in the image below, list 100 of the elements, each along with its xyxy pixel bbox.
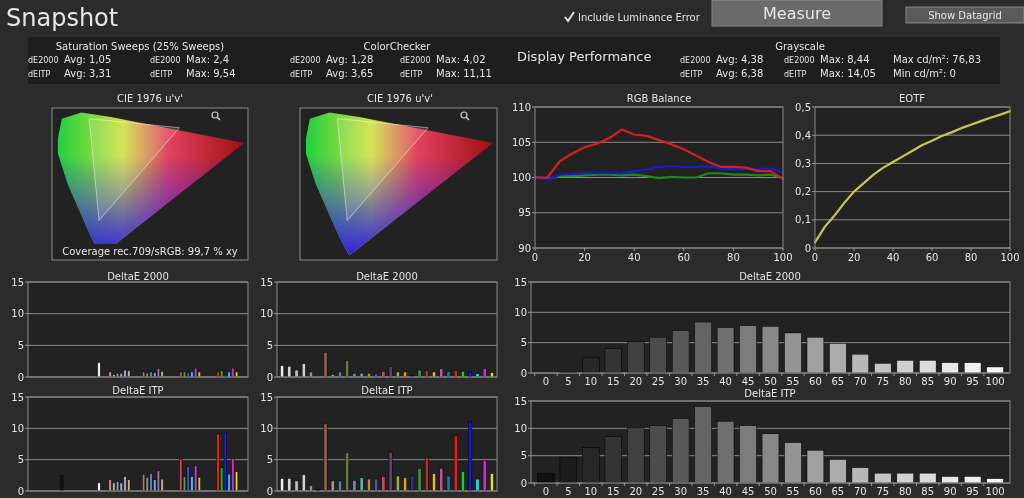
text: dEITP: [290, 70, 313, 79]
x-tick-label: 40: [627, 252, 641, 263]
y-tick-label: 5: [520, 337, 527, 349]
x-tick-label: 65: [831, 376, 845, 387]
x-tick-label: 15: [606, 486, 620, 497]
y-tick-label: 5: [17, 454, 24, 466]
x-tick-label: 100: [985, 376, 1005, 387]
x-tick-label: 20: [847, 252, 861, 263]
x-tick-label: 20: [629, 376, 643, 387]
x-tick-label: 90: [943, 376, 957, 387]
y-tick-label: 15: [260, 391, 273, 403]
text: Show Datagrid: [928, 10, 1002, 21]
text: Display Performance: [517, 49, 652, 64]
x-tick-label: 20: [578, 252, 591, 263]
text: Avg: 3,31: [64, 68, 112, 79]
x-tick-label: 80: [964, 252, 978, 263]
y-tick-label: 0,4: [795, 129, 811, 141]
y-tick-label: 0,2: [795, 186, 811, 198]
x-tick-label: 35: [696, 486, 710, 497]
x-tick-label: 5: [565, 486, 572, 497]
x-tick-label: 40: [719, 486, 732, 497]
x-tick-label: 25: [651, 376, 665, 387]
x-tick-label: 85: [921, 486, 935, 497]
x-tick-label: 10: [584, 376, 598, 387]
text: Grayscale: [775, 41, 825, 52]
text: Max: 9,54: [186, 68, 236, 79]
y-tick-label: 0: [520, 367, 527, 379]
chart-title: DeltaE 2000: [356, 271, 418, 282]
chart-title: RGB Balance: [626, 93, 692, 104]
text: Max cd/m²: 76,83: [893, 54, 981, 65]
text: dE2000: [150, 56, 181, 65]
x-tick-label: 100: [1000, 252, 1020, 263]
y-tick-label: 15: [514, 395, 527, 407]
y-tick-label: 5: [520, 450, 527, 462]
x-tick-label: 10: [584, 486, 598, 497]
x-tick-label: 0: [542, 376, 550, 387]
x-tick-label: 80: [727, 252, 740, 263]
x-tick-label: 0: [542, 486, 550, 497]
text: Saturation Sweeps (25% Sweeps): [55, 41, 225, 52]
chart-title: DeltaE 2000: [739, 271, 801, 282]
x-tick-label: 60: [809, 486, 822, 497]
chart-title: DeltaE ITP: [112, 385, 164, 396]
text: dE2000: [400, 56, 431, 65]
x-tick-label: 100: [773, 252, 793, 263]
x-tick-label: 85: [921, 376, 935, 387]
y-tick-label: 5: [17, 339, 24, 351]
y-tick-label: 10: [11, 308, 24, 320]
y-tick-label: 0,1: [795, 214, 811, 226]
text: Avg: 1,28: [326, 54, 374, 65]
x-tick-label: 40: [719, 376, 732, 387]
text: dE2000: [28, 56, 59, 65]
text: dE2000: [784, 56, 815, 65]
y-tick-label: 95: [518, 207, 531, 219]
x-tick-label: 20: [629, 486, 643, 497]
x-tick-label: 45: [741, 376, 755, 387]
chart-title: DeltaE ITP: [361, 385, 413, 396]
y-tick-label: 10: [514, 306, 527, 318]
text: dE2000: [680, 56, 711, 65]
y-tick-label: 0: [520, 477, 527, 489]
x-tick-label: 60: [677, 252, 691, 263]
y-tick-label: 10: [11, 422, 24, 434]
x-tick-label: 95: [966, 376, 979, 387]
x-tick-label: 60: [925, 252, 939, 263]
text: Avg: 1,05: [64, 54, 112, 65]
y-tick-label: 15: [514, 276, 527, 288]
x-tick-label: 90: [943, 486, 957, 497]
text: Avg: 6,38: [716, 68, 764, 79]
text: Coverage rec.709/sRGB: 99,7 % xy: [62, 246, 238, 257]
y-tick-label: 100: [511, 172, 531, 183]
chart-title: EOTF: [898, 93, 926, 104]
y-tick-label: 0,5: [795, 101, 811, 113]
chart-title: DeltaE 2000: [107, 271, 169, 282]
x-tick-label: 80: [898, 486, 912, 497]
x-tick-label: 30: [674, 376, 688, 387]
x-tick-label: 50: [764, 376, 777, 387]
x-tick-label: 45: [741, 486, 755, 497]
text: Max: 4,02: [436, 54, 486, 65]
x-tick-label: 30: [674, 486, 688, 497]
text: Avg: 3,65: [326, 68, 374, 79]
x-tick-label: 55: [786, 486, 800, 497]
text: CIE 1976 u'v': [367, 93, 433, 104]
chart-title: DeltaE ITP: [744, 388, 796, 399]
text: dEITP: [400, 70, 423, 79]
x-tick-label: 70: [853, 376, 867, 387]
x-tick-label: 100: [985, 486, 1005, 497]
y-tick-label: 15: [260, 276, 273, 288]
x-tick-label: 80: [898, 376, 912, 387]
y-tick-label: 15: [11, 391, 24, 403]
y-tick-label: 110: [511, 101, 531, 113]
text: Min cd/m²: 0: [893, 68, 956, 79]
x-tick-label: 40: [886, 252, 900, 263]
y-tick-label: 10: [514, 422, 527, 434]
y-tick-label: 5: [266, 339, 273, 351]
text: CIE 1976 u'v': [117, 93, 183, 104]
text: dEITP: [28, 70, 51, 79]
text: Snapshot: [6, 4, 119, 32]
text: ColorChecker: [363, 41, 432, 52]
y-tick-label: 0,3: [795, 157, 811, 169]
text: Max: 2,4: [186, 54, 230, 65]
x-tick-label: 50: [764, 486, 777, 497]
